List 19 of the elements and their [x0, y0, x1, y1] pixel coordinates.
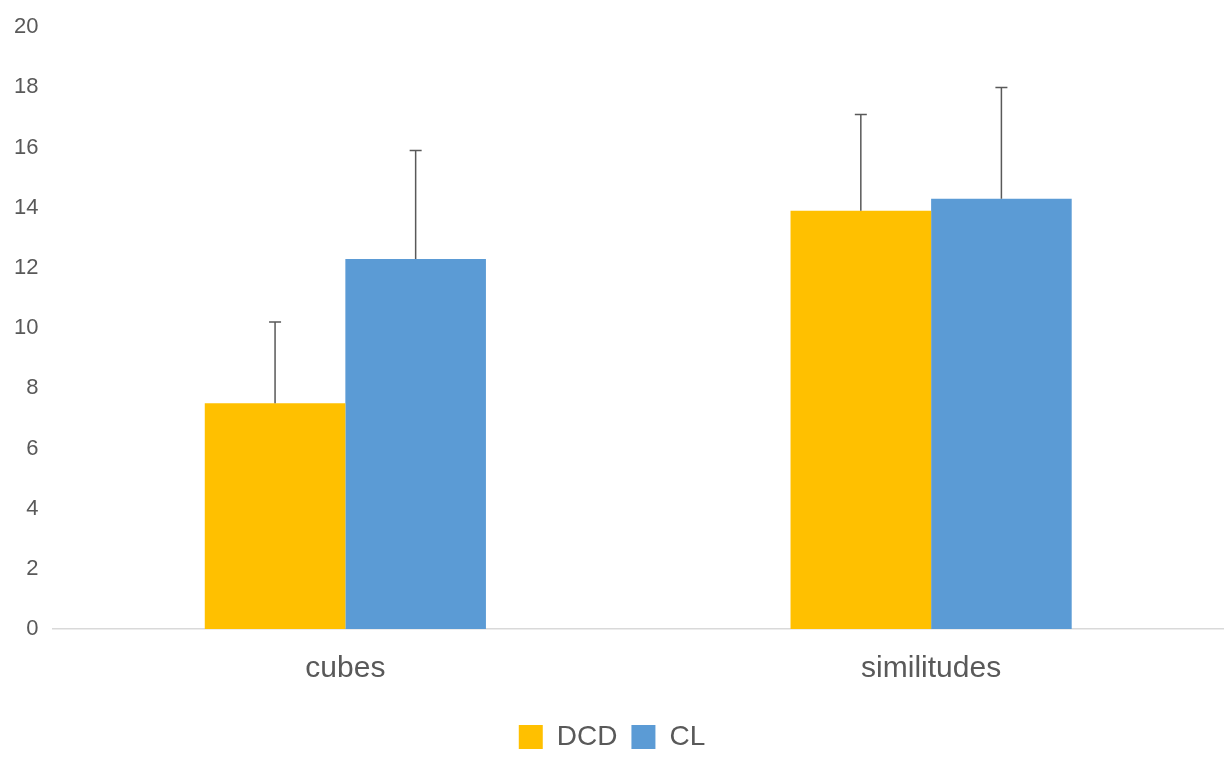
bar	[931, 198, 1072, 629]
y-tick-label: 2	[26, 554, 39, 580]
bar	[204, 403, 346, 629]
x-tick-label: similitudes	[861, 650, 1002, 684]
x-tick-label: cubes	[305, 650, 386, 684]
bar	[790, 210, 932, 629]
y-tick-label: 4	[26, 494, 39, 520]
y-tick-label: 14	[13, 193, 39, 219]
y-tick-label: 6	[26, 434, 39, 460]
y-tick-label: 12	[13, 253, 39, 279]
legend-label: DCD	[556, 719, 618, 751]
y-tick-label: 0	[26, 615, 39, 641]
legend-label: CL	[669, 719, 706, 751]
y-tick-label: 18	[13, 73, 39, 99]
y-tick-label: 20	[13, 13, 39, 39]
y-tick-label: 8	[26, 374, 39, 400]
y-tick-label: 10	[13, 314, 39, 340]
bar	[345, 258, 486, 629]
y-tick-label: 16	[13, 133, 39, 159]
